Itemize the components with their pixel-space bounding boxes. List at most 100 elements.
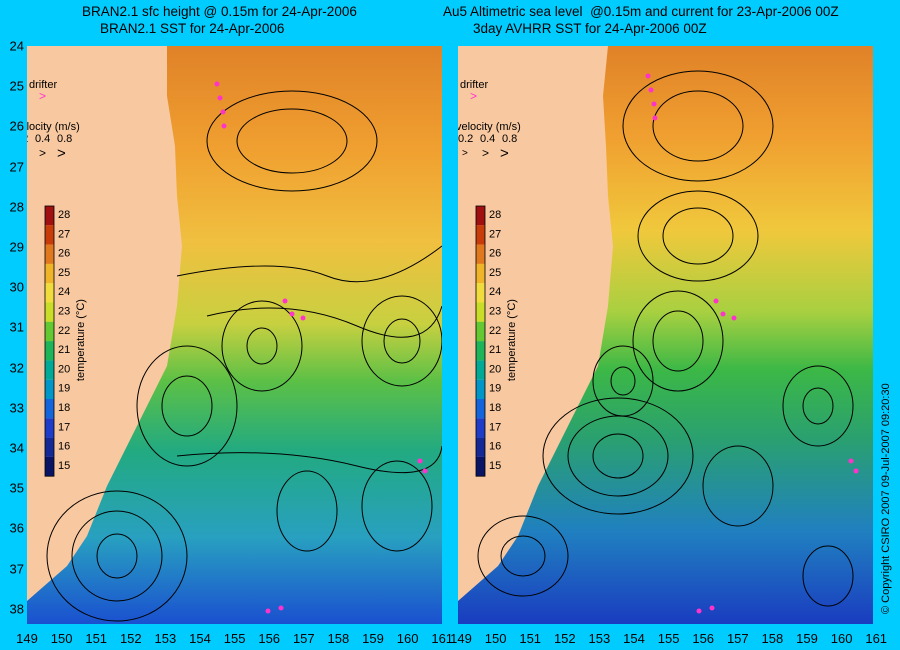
colorbar-tick-label: 15 (58, 460, 70, 472)
longitude-tick-label: 157 (292, 631, 315, 646)
latitude-tick-label: 30 (9, 279, 24, 295)
latitude-tick-label: 24 (9, 38, 24, 54)
colorbar-swatch (45, 418, 54, 438)
velocity-arrow-2: > (482, 146, 489, 160)
colorbar-tick-label: 28 (58, 209, 70, 221)
colorbar-swatch (476, 341, 485, 361)
longitude-tick-label: 154 (623, 631, 645, 646)
colorbar-tick-label: 21 (58, 344, 70, 356)
colorbar-tick-label: 22 (58, 325, 70, 337)
sea-level-contours (46, 90, 442, 622)
velocity-arrow-3: > (500, 145, 509, 162)
colorbar-tick-label: 19 (489, 383, 501, 395)
colorbar-swatch (45, 283, 54, 303)
colorbar-frame (44, 205, 55, 477)
colorbar-tick-label: 22 (489, 325, 501, 337)
velocity-value-1: 0.2 (458, 133, 473, 145)
drifter-tracks (645, 73, 859, 614)
latitude-tick-label: 28 (9, 199, 24, 215)
colorbar-tick-label: 16 (58, 441, 70, 453)
colorbar-swatch (45, 341, 54, 361)
colorbar-swatch (476, 263, 485, 284)
colorbar-tick-label: 26 (489, 248, 501, 260)
colorbar-swatch (45, 437, 54, 457)
latitude-tick-label: 32 (9, 360, 24, 376)
colorbar-swatch (476, 244, 485, 264)
longitude-tick-label: 152 (553, 631, 576, 646)
velocity-legend-label: velocity (m/s) (27, 121, 80, 133)
right-sst-map: drifter > velocity (m/s) 0.2 0.4 0.8 > >… (458, 46, 873, 624)
colorbar-tick-label: 25 (489, 267, 501, 279)
colorbar-tick-label: 27 (58, 228, 70, 240)
colorbar-tick-label: 18 (58, 402, 70, 414)
velocity-value-3: 0.8 (502, 133, 517, 145)
latitude-tick-label: 38 (9, 601, 24, 617)
latitude-tick-label: 25 (9, 78, 24, 94)
longitude-tick-label: 158 (327, 631, 350, 646)
colorbar-tick-label: 15 (489, 460, 501, 472)
drifter-legend-label: drifter (460, 79, 488, 91)
left-colorbar: 28 27 26 25 24 23 22 21 20 19 18 17 16 15 temperature … (44, 205, 87, 477)
colorbar-tick-label: 26 (58, 248, 70, 260)
colorbar-swatch (476, 321, 485, 342)
colorbar-swatch (45, 379, 54, 399)
colorbar-tick-label: 24 (58, 286, 70, 298)
longitude-tick-label: 159 (796, 631, 818, 646)
drifter-legend-marker: > (470, 89, 477, 103)
velocity-arrow-2: > (39, 146, 46, 160)
colorbar-tick-label: 21 (489, 344, 501, 356)
longitude-tick-label: 150 (50, 631, 73, 646)
colorbar-swatch (476, 283, 485, 303)
ocean-area (458, 46, 873, 624)
velocity-value-1: 0.2 (27, 133, 28, 145)
velocity-arrow-1: > (462, 148, 468, 159)
drifter-legend-marker: > (39, 89, 46, 103)
colorbar-label: temperature (°C) (506, 299, 518, 381)
velocity-value-2: 0.4 (35, 133, 50, 145)
colorbar-tick-label: 16 (489, 441, 501, 453)
sea-level-contours (477, 70, 854, 607)
right-map-title: Au5 Altimetric sea level @0.15m and curr… (443, 4, 839, 19)
ocean-area (27, 46, 442, 624)
colorbar-swatch (476, 206, 485, 226)
longitude-tick-label: 161 (431, 631, 454, 646)
colorbar-tick-label: 17 (58, 421, 70, 433)
colorbar-swatch (476, 437, 485, 457)
colorbar-swatch (45, 360, 54, 380)
left-sst-map: drifter > velocity (m/s) 0.2 0.4 0.8 > >… (27, 46, 442, 624)
longitude-tick-label: 157 (726, 631, 749, 646)
longitude-tick-label: 154 (189, 631, 211, 646)
velocity-arrow-3: > (57, 145, 66, 162)
longitude-tick-label: 150 (484, 631, 507, 646)
colorbar-tick-label: 19 (58, 383, 70, 395)
colorbar-swatch (45, 399, 54, 419)
colorbar-swatch (476, 399, 485, 419)
latitude-tick-label: 33 (9, 400, 24, 416)
velocity-legend-label: velocity (m/s) (458, 121, 521, 133)
colorbar-tick-label: 25 (58, 267, 70, 279)
colorbar-tick-label: 17 (489, 421, 501, 433)
longitude-tick-label: 158 (761, 631, 784, 646)
right-colorbar: 28 27 26 25 24 23 22 21 20 19 18 17 16 15 temperature … (475, 205, 518, 477)
colorbar-swatch (45, 225, 54, 245)
longitude-tick-label: 153 (154, 631, 177, 646)
latitude-tick-label: 31 (9, 319, 24, 335)
longitude-tick-label: 155 (223, 631, 246, 646)
colorbar-label: temperature (°C) (75, 299, 87, 381)
longitude-tick-label: 161 (865, 631, 888, 646)
colorbar-tick-label: 20 (489, 363, 501, 375)
drifter-tracks (214, 81, 428, 614)
drifter-legend-label: drifter (29, 79, 57, 91)
longitude-tick-label: 160 (830, 631, 853, 646)
longitude-tick-label: 156 (692, 631, 715, 646)
colorbar-tick-label: 27 (489, 228, 501, 240)
left-legend: drifter > velocity (m/s) 0.2 0.4 0.8 > >… (27, 79, 80, 162)
colorbar-swatch (45, 263, 54, 284)
left-map-subtitle: BRAN2.1 SST for 24-Apr-2006 (100, 21, 285, 36)
colorbar-tick-label: 24 (489, 286, 501, 298)
longitude-tick-label: 149 (16, 631, 38, 646)
right-map-subtitle: 3day AVHRR SST for 24-Apr-2006 00Z (473, 21, 707, 36)
colorbar-swatch (45, 321, 54, 342)
longitude-tick-label: 152 (119, 631, 142, 646)
colorbar-swatch (476, 302, 485, 322)
